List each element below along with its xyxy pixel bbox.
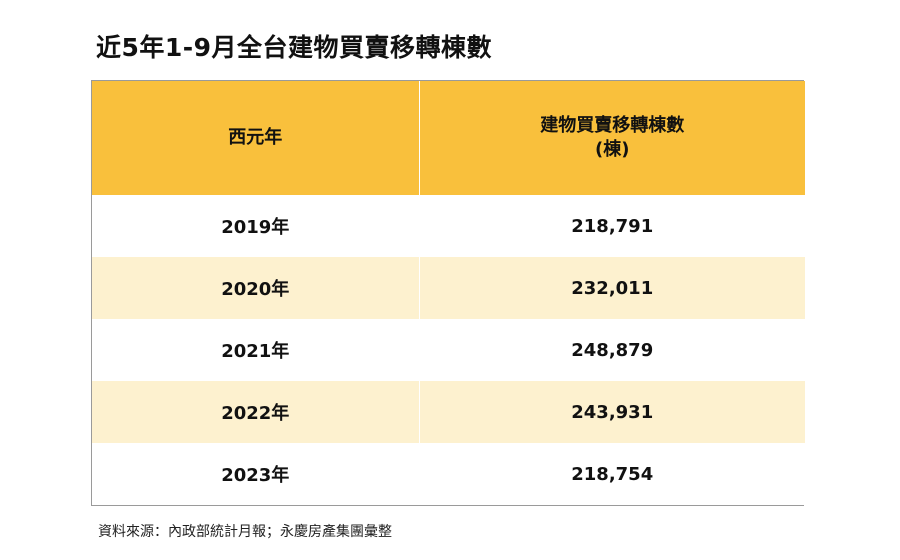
page-title: 近5年1-9月全台建物買賣移轉棟數: [96, 33, 493, 62]
cell-year: 2023年: [92, 443, 420, 505]
cell-count: 218,791: [419, 195, 805, 257]
cell-count: 232,011: [419, 257, 805, 319]
cell-year: 2020年: [92, 257, 420, 319]
cell-count: 248,879: [419, 319, 805, 381]
cell-count: 218,754: [419, 443, 805, 505]
source-note: 資料來源：內政部統計月報；永慶房產集團彙整: [98, 524, 392, 540]
header-count-unit: (棟): [595, 139, 630, 160]
header-count-label: 建物買賣移轉棟數: [540, 114, 685, 136]
table-header-row: 西元年 建物買賣移轉棟數 (棟): [92, 81, 805, 195]
cell-year: 2022年: [92, 381, 420, 443]
table-row: 2021年 248,879: [92, 319, 805, 381]
header-count: 建物買賣移轉棟數 (棟): [419, 81, 805, 195]
cell-count: 243,931: [419, 381, 805, 443]
data-table-container: 西元年 建物買賣移轉棟數 (棟) 2019年 218,791 2020年 232…: [91, 80, 805, 506]
table-row: 2022年 243,931: [92, 381, 805, 443]
table-row: 2020年 232,011: [92, 257, 805, 319]
cell-year: 2021年: [92, 319, 420, 381]
cell-year: 2019年: [92, 195, 420, 257]
header-year: 西元年: [92, 81, 420, 195]
table-row: 2023年 218,754: [92, 443, 805, 505]
transfer-count-table: 西元年 建物買賣移轉棟數 (棟) 2019年 218,791 2020年 232…: [92, 81, 805, 505]
table-row: 2019年 218,791: [92, 195, 805, 257]
